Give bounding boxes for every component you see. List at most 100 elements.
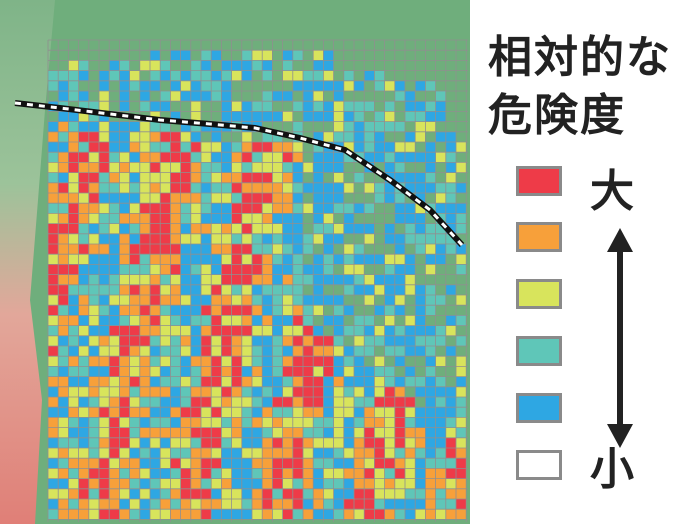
hazard-cell-class-5 bbox=[160, 193, 171, 204]
hazard-cell-class-5 bbox=[109, 356, 120, 367]
hazard-cell-class-5 bbox=[211, 284, 222, 295]
hazard-cell-class-4 bbox=[109, 478, 120, 489]
hazard-cell-class-4 bbox=[180, 509, 191, 520]
hazard-cell-class-1 bbox=[190, 305, 201, 316]
hazard-cell-class-4 bbox=[425, 488, 436, 499]
hazard-cell-class-4 bbox=[129, 305, 140, 316]
hazard-cell-class-1 bbox=[313, 478, 324, 489]
hazard-cell-class-4 bbox=[48, 417, 59, 428]
hazard-cell-class-3 bbox=[272, 162, 283, 173]
hazard-cell-class-5 bbox=[231, 213, 242, 224]
hazard-cell-class-5 bbox=[139, 305, 150, 316]
hazard-cell-class-4 bbox=[221, 223, 232, 234]
hazard-cell-class-1 bbox=[211, 264, 222, 275]
hazard-cell-class-4 bbox=[180, 193, 191, 204]
hazard-cell-class-5 bbox=[394, 407, 405, 418]
hazard-cell-class-4 bbox=[119, 162, 130, 173]
hazard-cell-class-3 bbox=[252, 509, 263, 520]
hazard-cell-class-1 bbox=[68, 305, 79, 316]
hazard-cell-class-5 bbox=[180, 478, 191, 489]
hazard-cell-class-3 bbox=[333, 101, 344, 112]
hazard-cell-class-1 bbox=[231, 60, 242, 71]
hazard-cell-class-2 bbox=[150, 397, 161, 408]
hazard-cell-class-4 bbox=[211, 244, 222, 255]
hazard-cell-class-1 bbox=[415, 223, 426, 234]
hazard-cell-class-1 bbox=[323, 152, 334, 163]
hazard-cell-class-5 bbox=[201, 335, 212, 346]
hazard-cell-class-2 bbox=[354, 417, 365, 428]
hazard-cell-class-1 bbox=[313, 182, 324, 193]
hazard-cell-class-3 bbox=[394, 295, 405, 306]
hazard-cell-class-1 bbox=[58, 407, 69, 418]
hazard-cell-class-1 bbox=[68, 376, 79, 387]
hazard-cell-class-4 bbox=[58, 254, 69, 265]
hazard-cell-class-3 bbox=[292, 417, 303, 428]
hazard-cell-class-1 bbox=[262, 346, 273, 357]
hazard-cell-class-1 bbox=[180, 70, 191, 81]
hazard-cell-class-5 bbox=[272, 478, 283, 489]
hazard-cell-class-3 bbox=[160, 335, 171, 346]
hazard-cell-class-3 bbox=[68, 478, 79, 489]
hazard-cell-class-2 bbox=[445, 499, 456, 510]
hazard-cell-class-2 bbox=[354, 111, 365, 122]
hazard-cell-class-2 bbox=[190, 264, 201, 275]
hazard-cell-class-5 bbox=[78, 478, 89, 489]
hazard-cell-class-5 bbox=[241, 274, 252, 285]
hazard-cell-class-1 bbox=[129, 121, 140, 132]
hazard-cell-class-4 bbox=[58, 233, 69, 244]
hazard-cell-class-2 bbox=[109, 70, 120, 81]
hazard-cell-class-3 bbox=[139, 274, 150, 285]
hazard-cell-class-1 bbox=[425, 356, 436, 367]
hazard-cell-class-5 bbox=[384, 458, 395, 469]
hazard-cell-class-3 bbox=[292, 325, 303, 336]
hazard-cell-class-5 bbox=[374, 448, 385, 459]
hazard-cell-class-1 bbox=[119, 80, 130, 91]
hazard-cell-class-4 bbox=[180, 427, 191, 438]
hazard-cell-class-1 bbox=[435, 131, 446, 142]
hazard-cell-class-4 bbox=[68, 315, 79, 326]
hazard-cell-class-3 bbox=[180, 233, 191, 244]
hazard-cell-class-4 bbox=[303, 509, 314, 520]
hazard-cell-class-3 bbox=[88, 152, 99, 163]
hazard-cell-class-5 bbox=[394, 417, 405, 428]
hazard-cell-class-1 bbox=[221, 111, 232, 122]
hazard-cell-class-1 bbox=[405, 325, 416, 336]
hazard-cell-class-2 bbox=[58, 458, 69, 469]
hazard-cell-class-4 bbox=[170, 488, 181, 499]
hazard-cell-class-5 bbox=[88, 142, 99, 153]
hazard-cell-class-1 bbox=[139, 437, 150, 448]
hazard-cell-class-1 bbox=[109, 264, 120, 275]
hazard-cell-class-2 bbox=[354, 274, 365, 285]
hazard-cell-class-2 bbox=[252, 152, 263, 163]
hazard-cell-class-2 bbox=[99, 223, 110, 234]
hazard-cell-class-4 bbox=[394, 458, 405, 469]
hazard-cell-class-1 bbox=[333, 152, 344, 163]
hazard-cell-class-4 bbox=[58, 274, 69, 285]
hazard-cell-class-1 bbox=[425, 417, 436, 428]
hazard-cell-class-1 bbox=[354, 407, 365, 418]
hazard-cell-class-1 bbox=[241, 437, 252, 448]
hazard-cell-class-3 bbox=[68, 397, 79, 408]
hazard-cell-class-3 bbox=[384, 448, 395, 459]
hazard-cell-class-1 bbox=[150, 488, 161, 499]
hazard-cell-class-1 bbox=[425, 427, 436, 438]
hazard-cell-class-2 bbox=[262, 427, 273, 438]
hazard-cell-class-3 bbox=[180, 346, 191, 357]
hazard-cell-class-3 bbox=[252, 223, 263, 234]
hazard-cell-class-4 bbox=[88, 356, 99, 367]
hazard-cell-class-1 bbox=[109, 233, 120, 244]
hazard-cell-class-2 bbox=[282, 284, 293, 295]
hazard-cell-class-1 bbox=[58, 80, 69, 91]
hazard-cell-class-4 bbox=[119, 356, 130, 367]
hazard-cell-class-3 bbox=[68, 233, 79, 244]
hazard-cell-class-1 bbox=[109, 315, 120, 326]
hazard-cell-class-3 bbox=[333, 437, 344, 448]
hazard-cell-class-3 bbox=[180, 376, 191, 387]
hazard-cell-class-4 bbox=[139, 152, 150, 163]
hazard-cell-class-2 bbox=[160, 417, 171, 428]
hazard-cell-class-2 bbox=[58, 70, 69, 81]
hazard-cell-class-5 bbox=[292, 366, 303, 377]
hazard-cell-class-1 bbox=[354, 284, 365, 295]
hazard-cell-class-5 bbox=[129, 376, 140, 387]
hazard-cell-class-1 bbox=[445, 386, 456, 397]
